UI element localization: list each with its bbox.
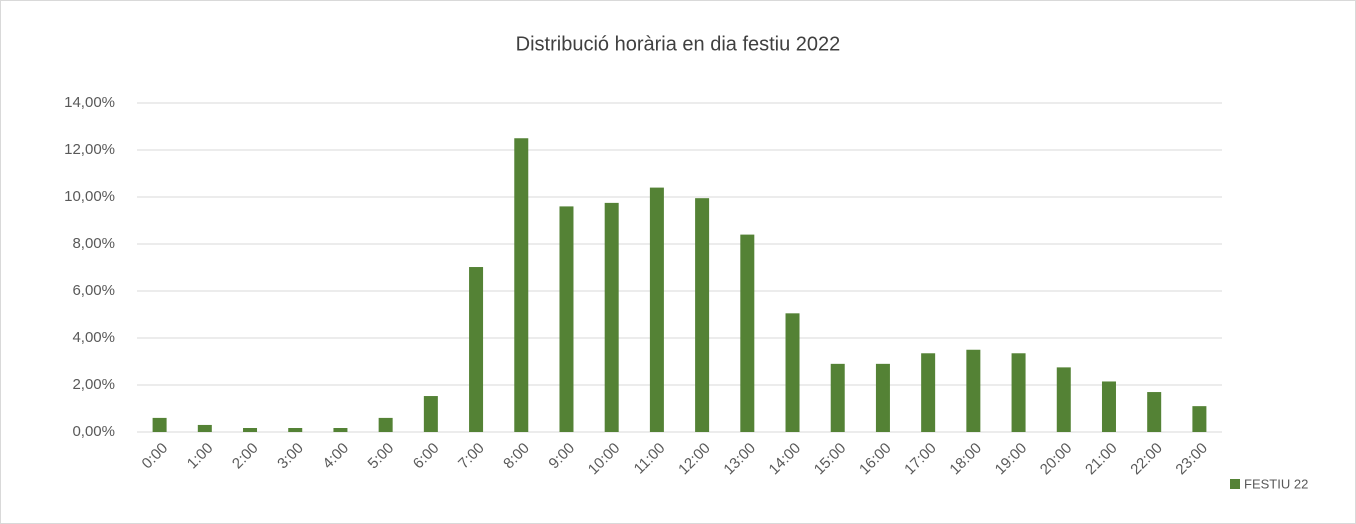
bar [152, 417, 167, 432]
bar [921, 353, 936, 432]
y-tick-label: 0,00% [72, 423, 115, 440]
bar [197, 424, 212, 432]
bar [740, 234, 755, 432]
y-tick-label: 12,00% [64, 141, 115, 158]
chart-title: Distribució horària en dia festiu 2022 [516, 33, 841, 55]
bar [649, 187, 664, 432]
bar [604, 202, 619, 432]
y-tick-label: 10,00% [64, 188, 115, 205]
bar [333, 428, 348, 432]
bar [966, 349, 981, 432]
bar [1192, 406, 1207, 432]
bar [469, 267, 484, 432]
bar [378, 417, 393, 432]
legend-swatch [1230, 479, 1240, 489]
bar [785, 313, 800, 432]
bar [695, 198, 710, 432]
bar [1056, 367, 1071, 432]
legend-label: FESTIU 22 [1244, 476, 1308, 491]
y-tick-label: 14,00% [64, 94, 115, 111]
y-tick-label: 6,00% [72, 282, 115, 299]
bar [514, 138, 529, 432]
bar [830, 363, 845, 432]
bar [559, 206, 574, 432]
bar [875, 363, 890, 432]
bar [288, 428, 303, 432]
bar [243, 428, 258, 432]
y-tick-label: 2,00% [72, 376, 115, 393]
y-tick-label: 8,00% [72, 235, 115, 252]
bar [1101, 381, 1116, 432]
bar [1147, 392, 1162, 432]
bar [423, 396, 438, 432]
y-tick-label: 4,00% [72, 329, 115, 346]
bar [1011, 353, 1026, 432]
